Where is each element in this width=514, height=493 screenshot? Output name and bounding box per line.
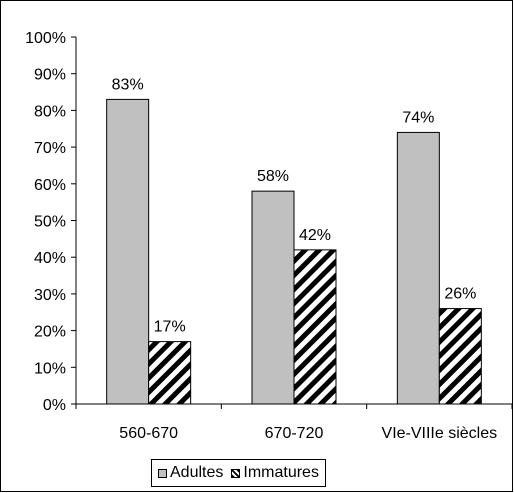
y-tick-label: 70% xyxy=(34,140,66,157)
bar-immatures-1 xyxy=(148,341,192,405)
x-tick-label: 670-720 xyxy=(265,425,324,442)
data-label: 58% xyxy=(257,168,289,185)
legend-label-immatures: Immatures xyxy=(243,464,319,481)
legend-entry-adultes: Adultes xyxy=(158,464,223,482)
y-tick-label: 40% xyxy=(34,250,66,267)
legend-swatch-adultes xyxy=(158,468,167,478)
legend-swatch-immatures xyxy=(231,468,241,478)
y-tick-label: 20% xyxy=(34,324,66,341)
legend-label-adultes: Adultes xyxy=(170,464,224,481)
y-tick-label: 80% xyxy=(34,103,66,120)
data-label: 74% xyxy=(402,109,434,126)
data-label: 17% xyxy=(154,319,186,336)
bar-adultes-3 xyxy=(396,131,440,405)
legend-entry-immatures: Immatures xyxy=(231,464,319,482)
y-tick-label: 100% xyxy=(25,30,66,47)
bar-immatures-3 xyxy=(438,308,482,405)
legend: Adultes Immatures xyxy=(151,459,326,487)
y-tick-label: 60% xyxy=(34,177,66,194)
y-tick-label: 30% xyxy=(34,287,66,304)
bar-adultes-2 xyxy=(251,190,295,405)
bars xyxy=(106,98,482,405)
y-tick-label: 90% xyxy=(34,67,66,84)
x-tick-label: VIe-VIIIe siècles xyxy=(382,425,498,442)
data-label: 83% xyxy=(112,76,144,93)
x-axis-ticks: 560-670 670-720 VIe-VIIIe siècles xyxy=(75,404,513,442)
data-labels: 83% 17% 58% 42% 74% 26% xyxy=(112,76,477,335)
y-axis-ticks: 0% 10% 20% 30% 40% 50% 60% 70% 80% 90% 100% xyxy=(25,30,76,414)
bar-adultes-1 xyxy=(106,98,150,405)
y-tick-label: 0% xyxy=(43,397,66,414)
data-label: 42% xyxy=(299,227,331,244)
x-tick-label: 560-670 xyxy=(119,425,178,442)
y-tick-label: 10% xyxy=(34,360,66,377)
bar-immatures-2 xyxy=(293,249,337,405)
data-label: 26% xyxy=(444,286,476,303)
y-tick-label: 50% xyxy=(34,214,66,231)
